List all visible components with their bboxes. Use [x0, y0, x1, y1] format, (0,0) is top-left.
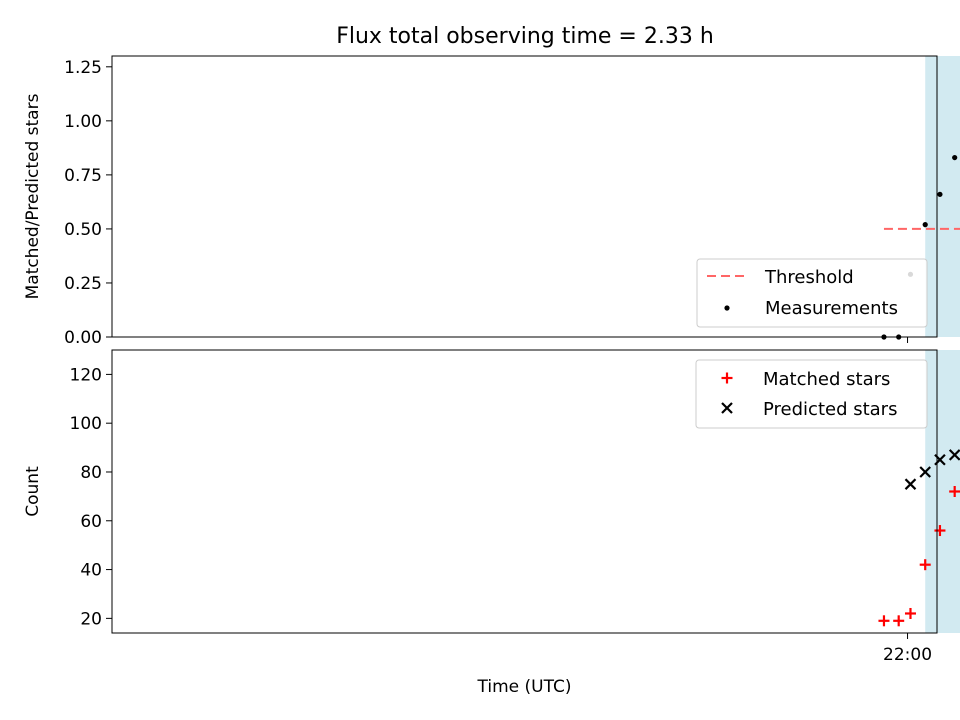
count-y-axis: 20 40 60 80 100 120	[70, 365, 112, 629]
y-tick-label: 0.75	[64, 166, 102, 186]
y-tick-label: 1.00	[64, 112, 102, 132]
y-tick-label: 80	[80, 463, 102, 483]
ratio-y-axis: 0.00 0.25 0.50 0.75 1.00 1.25	[64, 58, 112, 348]
x-tick-label: 22:00	[883, 645, 932, 665]
ratio-legend-box	[696, 258, 928, 328]
legend-measurements-swatch	[724, 305, 730, 311]
ratio-panel-frame	[111, 55, 938, 338]
legend-predicted-label: Predicted stars	[763, 399, 897, 420]
measurement-point	[952, 154, 958, 161]
y-tick-label: 0.00	[64, 328, 102, 348]
matched-star-point	[893, 615, 905, 627]
legend-matched-label: Matched stars	[763, 369, 890, 390]
matched-star-point	[949, 486, 960, 497]
measurement-point	[922, 222, 928, 228]
time-axis-label: Time (UTC)	[477, 677, 572, 697]
y-tick-label: 40	[80, 561, 102, 581]
count-legend-box	[695, 359, 928, 429]
count-panel: 20 40 60 80 100 120 22:0022:3023:0023:3000:00…	[23, 349, 960, 697]
y-tick-label: 120	[70, 365, 102, 385]
predicted-star-point	[919, 466, 931, 478]
predicted-star-point	[904, 478, 917, 490]
matched-star-point	[904, 607, 916, 619]
y-tick-label: 60	[80, 512, 102, 532]
count-x-axis: 22:0022:3023:0023:3000:0000:3001:0001:30…	[883, 633, 932, 665]
legend-matched-swatch	[721, 372, 733, 384]
ratio-x-ticks	[907, 337, 909, 343]
matched-star-point	[878, 615, 890, 627]
legend-plus-marker	[721, 372, 733, 384]
matched-star-point	[934, 525, 946, 537]
count-y-axis-label: Count	[23, 466, 43, 517]
predicted-star-point	[948, 449, 960, 461]
ratio-panel: 0.00 0.25 0.50 0.75 1.00 1.25 Matched/Predict…	[23, 55, 960, 348]
count-legend: Matched stars Predicted stars	[695, 359, 928, 429]
y-tick-label: 0.25	[64, 274, 102, 294]
matched-star-point	[919, 559, 931, 571]
chart-title: Flux total observing time = 2.33 h	[336, 24, 714, 49]
legend-predicted-swatch	[721, 402, 733, 414]
y-tick-label: 100	[70, 414, 102, 434]
y-tick-label: 1.25	[64, 58, 102, 78]
y-tick-label: 0.50	[64, 220, 102, 240]
legend-measurements-label: Measurements	[765, 298, 898, 319]
ratio-legend: Threshold Measurements	[696, 258, 928, 328]
observing-interval-shade	[925, 56, 960, 337]
legend-x-marker	[721, 402, 733, 414]
legend-threshold-label: Threshold	[764, 267, 854, 288]
measurement-point	[937, 191, 943, 197]
ratio-y-axis-label: Matched/Predicted stars	[23, 93, 43, 299]
count-panel-frame	[111, 349, 938, 634]
y-tick-label: 20	[80, 609, 102, 629]
